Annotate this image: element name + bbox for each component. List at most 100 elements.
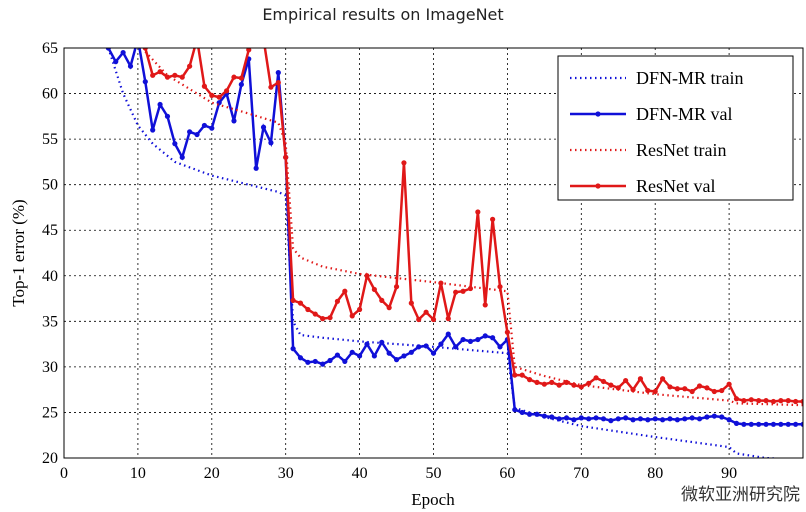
legend-label: ResNet val — [636, 176, 715, 196]
data-point — [674, 417, 680, 423]
data-point — [364, 341, 370, 347]
series-line — [107, 48, 789, 458]
data-point — [342, 358, 348, 365]
data-point — [386, 350, 392, 356]
x-tick-label: 60 — [499, 465, 515, 482]
data-point — [275, 80, 281, 86]
data-point — [297, 300, 304, 306]
data-point — [467, 285, 474, 292]
data-point — [408, 300, 414, 306]
data-point — [497, 284, 503, 290]
y-tick-label: 20 — [42, 450, 58, 467]
data-point — [800, 421, 803, 427]
data-point — [246, 48, 252, 53]
data-point — [711, 388, 717, 395]
data-point — [334, 352, 341, 358]
data-point — [379, 339, 385, 345]
data-point — [793, 421, 799, 427]
data-point — [593, 375, 599, 381]
data-point — [379, 297, 385, 303]
data-point — [785, 421, 791, 427]
data-point — [578, 384, 584, 390]
data-point — [490, 216, 496, 222]
data-point — [401, 353, 407, 359]
data-point — [438, 280, 444, 286]
y-tick-label: 50 — [42, 177, 58, 194]
data-point — [305, 359, 311, 365]
data-point — [209, 92, 215, 98]
data-point — [423, 343, 429, 349]
data-point — [608, 418, 614, 424]
data-point — [275, 70, 281, 76]
data-point — [201, 83, 208, 89]
data-point — [770, 421, 777, 427]
data-point — [357, 353, 363, 359]
plot-area — [105, 48, 803, 458]
data-point — [778, 421, 784, 427]
data-point — [460, 288, 466, 294]
data-point — [172, 141, 178, 147]
x-tick-label: 90 — [721, 465, 737, 482]
data-point — [179, 154, 185, 160]
data-point — [393, 284, 400, 290]
data-point — [231, 74, 237, 80]
data-point — [482, 333, 488, 339]
data-point — [719, 387, 725, 394]
data-point — [386, 305, 392, 311]
data-point — [416, 316, 422, 323]
data-point — [785, 398, 791, 404]
data-point — [320, 361, 326, 367]
data-point — [164, 74, 171, 80]
data-point — [482, 302, 488, 308]
data-point — [586, 380, 592, 386]
y-tick-label: 65 — [42, 40, 58, 57]
data-point — [238, 81, 244, 88]
data-point — [172, 72, 178, 78]
data-point — [475, 209, 481, 215]
data-point — [371, 353, 377, 359]
data-point — [704, 414, 710, 420]
data-point — [763, 421, 769, 427]
data-point — [733, 396, 740, 402]
data-point — [268, 84, 274, 90]
data-point — [223, 88, 230, 94]
data-point — [519, 372, 525, 378]
x-axis-label: Epoch — [411, 490, 455, 509]
x-tick-label: 50 — [426, 465, 442, 482]
data-point — [187, 63, 193, 69]
data-point — [659, 417, 666, 423]
data-point — [549, 414, 555, 420]
x-tick-label: 20 — [204, 465, 220, 482]
axes-frame — [63, 47, 804, 459]
x-tick-label: 30 — [278, 465, 294, 482]
data-point — [349, 349, 355, 355]
data-point — [430, 350, 437, 356]
data-point — [704, 385, 710, 391]
data-point — [201, 122, 208, 129]
y-tick-label: 40 — [42, 268, 58, 285]
data-point — [290, 297, 296, 303]
data-point — [593, 415, 599, 421]
data-point — [127, 63, 134, 69]
data-point — [260, 124, 267, 130]
data-point — [364, 273, 370, 279]
data-point — [630, 417, 636, 423]
data-point — [526, 411, 533, 417]
data-point — [393, 357, 400, 363]
data-point — [763, 398, 769, 404]
data-point — [194, 131, 200, 138]
data-point — [630, 387, 636, 393]
data-point — [430, 316, 437, 323]
data-point — [142, 79, 148, 85]
data-point — [549, 379, 555, 385]
y-tick-label: 60 — [42, 86, 58, 103]
data-point — [357, 306, 363, 313]
data-point — [231, 118, 237, 124]
data-point — [615, 385, 621, 391]
data-point — [164, 113, 171, 119]
data-point — [741, 398, 747, 404]
data-point — [556, 416, 562, 422]
data-point — [157, 69, 163, 75]
data-point — [150, 72, 156, 78]
data-point — [504, 329, 510, 335]
